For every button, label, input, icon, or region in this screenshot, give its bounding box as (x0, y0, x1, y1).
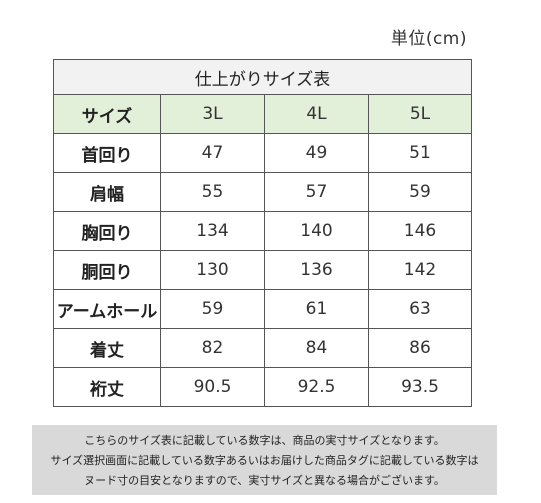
table-row: 裄丈 90.5 92.5 93.5 (53, 367, 472, 407)
size-note: こちらのサイズ表に記載している数字は、商品の実寸サイズとなります。 サイズ選択画… (32, 425, 497, 495)
cell-value: 90.5 (160, 367, 265, 407)
table-row: 首回り 47 49 51 (53, 133, 472, 173)
cell-value: 93.5 (368, 367, 472, 407)
cell-value: 47 (160, 133, 265, 173)
note-line: サイズ選択画面に記載している数字あるいはお届けした商品タグに記載している数字は (50, 454, 479, 467)
cell-value: 136 (264, 250, 369, 290)
row-label-shoulder: 肩幅 (53, 172, 161, 212)
size-header-4l: 4L (264, 94, 369, 134)
cell-value: 59 (368, 172, 472, 212)
size-header-5l: 5L (368, 94, 472, 134)
row-label-length: 着丈 (53, 328, 161, 368)
note-line: ヌード寸の目安となりますので、実寸サイズと異なる場合がございます。 (84, 474, 445, 487)
cell-value: 86 (368, 328, 472, 368)
table-caption: 仕上がりサイズ表 (53, 59, 472, 95)
cell-value: 63 (368, 289, 472, 329)
row-label-armhole: アームホール (53, 289, 161, 329)
cell-value: 49 (264, 133, 369, 173)
size-header-label: サイズ (53, 94, 161, 134)
row-label-waist: 胴回り (53, 250, 161, 290)
cell-value: 134 (160, 211, 265, 251)
row-label-sleeve: 裄丈 (53, 367, 161, 407)
cell-value: 140 (264, 211, 369, 251)
cell-value: 57 (264, 172, 369, 212)
row-label-chest: 胸回り (53, 211, 161, 251)
cell-value: 82 (160, 328, 265, 368)
cell-value: 55 (160, 172, 265, 212)
table-row: 着丈 82 84 86 (53, 328, 472, 368)
cell-value: 130 (160, 250, 265, 290)
row-label-neck: 首回り (53, 133, 161, 173)
table-row: 胴回り 130 136 142 (53, 250, 472, 290)
note-line: こちらのサイズ表に記載している数字は、商品の実寸サイズとなります。 (84, 434, 445, 447)
cell-value: 59 (160, 289, 265, 329)
cell-value: 84 (264, 328, 369, 368)
cell-value: 146 (368, 211, 472, 251)
size-header-row: サイズ 3L 4L 5L (53, 94, 472, 134)
cell-value: 51 (368, 133, 472, 173)
table-row: 肩幅 55 57 59 (53, 172, 472, 212)
table-row: 胸回り 134 140 146 (53, 211, 472, 251)
cell-value: 92.5 (264, 367, 369, 407)
cell-value: 142 (368, 250, 472, 290)
size-header-3l: 3L (160, 94, 265, 134)
cell-value: 61 (264, 289, 369, 329)
unit-label: 単位(cm) (390, 29, 467, 49)
size-table: 仕上がりサイズ表 サイズ 3L 4L 5L 首回り 47 49 51 肩幅 55… (53, 59, 472, 407)
table-row: アームホール 59 61 63 (53, 289, 472, 329)
